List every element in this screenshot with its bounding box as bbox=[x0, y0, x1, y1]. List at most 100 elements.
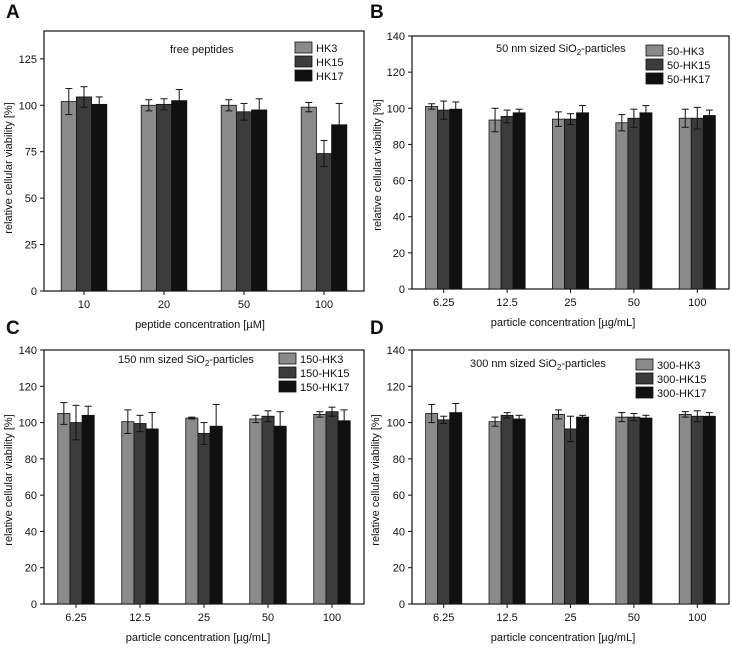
panel-title: 150 nm sized SiO2-particles bbox=[118, 354, 254, 368]
legend-swatch bbox=[294, 41, 313, 54]
panel-a: A free peptides relative cellular viabil… bbox=[3, 2, 365, 331]
x-tick-label: 25 bbox=[564, 297, 576, 309]
bar bbox=[639, 417, 653, 605]
bar bbox=[500, 414, 514, 605]
legend-label: HK15 bbox=[316, 57, 344, 69]
y-tick-label: 0 bbox=[31, 599, 37, 611]
bar bbox=[220, 104, 237, 292]
bar bbox=[552, 414, 565, 605]
y-tick-label: 140 bbox=[19, 345, 37, 357]
y-tick-label: 80 bbox=[25, 454, 37, 466]
x-tick-label: 100 bbox=[323, 612, 341, 624]
panel-letter: C bbox=[6, 318, 20, 339]
bar bbox=[76, 96, 93, 292]
y-tick-label: 100 bbox=[387, 103, 405, 115]
panel-letter: B bbox=[370, 2, 384, 23]
bar bbox=[235, 111, 252, 292]
y-tick-label: 80 bbox=[393, 454, 405, 466]
y-tick-label: 120 bbox=[387, 67, 405, 79]
legend-swatch bbox=[635, 386, 654, 399]
panel-title: 300 nm sized SiO2-particles bbox=[470, 358, 606, 372]
y-tick-label: 0 bbox=[31, 286, 37, 298]
bar bbox=[69, 422, 83, 605]
bar bbox=[133, 423, 147, 605]
y-tick-label: 100 bbox=[19, 100, 37, 112]
legend-label: 150-HK17 bbox=[300, 382, 350, 394]
y-axis-label: relative cellular viability [%] bbox=[3, 414, 15, 545]
legend-swatch bbox=[645, 72, 664, 85]
bar bbox=[197, 433, 211, 605]
y-tick-label: 40 bbox=[25, 526, 37, 538]
y-tick-label: 75 bbox=[25, 147, 37, 159]
x-tick-label: 12.5 bbox=[496, 612, 517, 624]
panel-c: C 150 nm sized SiO2-particles relative c… bbox=[3, 318, 365, 644]
bar bbox=[425, 106, 439, 290]
bar bbox=[627, 416, 641, 605]
bar bbox=[639, 112, 653, 290]
bar bbox=[249, 418, 263, 605]
x-axis-label: peptide concentration [µM] bbox=[135, 319, 265, 331]
y-axis-label: relative cellular viability [%] bbox=[370, 414, 382, 545]
y-tick-label: 0 bbox=[399, 599, 405, 611]
y-axis-label: relative cellular viability [%] bbox=[3, 102, 15, 233]
legend-swatch bbox=[278, 366, 297, 379]
bar bbox=[437, 419, 451, 605]
x-axis-label: particle concentration [µg/mL] bbox=[491, 632, 636, 644]
y-tick-label: 100 bbox=[19, 418, 37, 430]
bar bbox=[488, 421, 502, 605]
bar bbox=[500, 116, 514, 290]
legend-swatch bbox=[635, 372, 654, 385]
y-tick-label: 140 bbox=[387, 345, 405, 357]
bar bbox=[209, 425, 223, 605]
legend-label: 300-HK15 bbox=[657, 374, 707, 386]
x-tick-label: 50 bbox=[628, 612, 640, 624]
bar bbox=[702, 415, 716, 605]
x-tick-label: 100 bbox=[315, 299, 333, 311]
panel-letter: D bbox=[370, 318, 384, 339]
legend-label: HK3 bbox=[316, 43, 337, 55]
legend-label: 50-HK17 bbox=[667, 74, 710, 86]
x-tick-label: 50 bbox=[628, 297, 640, 309]
x-tick-label: 100 bbox=[688, 612, 706, 624]
y-tick-label: 140 bbox=[387, 31, 405, 43]
legend-label: 50-HK3 bbox=[667, 46, 704, 58]
y-tick-label: 125 bbox=[19, 54, 37, 66]
x-axis-label: particle concentration [µg/mL] bbox=[491, 317, 636, 329]
legend-label: HK17 bbox=[316, 71, 344, 83]
bar bbox=[690, 415, 704, 605]
bar bbox=[57, 413, 71, 605]
panel-b: B 50 nm sized SiO2-particles relative ce… bbox=[370, 2, 730, 329]
x-tick-label: 6.25 bbox=[433, 297, 454, 309]
bar bbox=[702, 115, 716, 290]
legend-swatch bbox=[645, 44, 664, 57]
legend-swatch bbox=[294, 69, 313, 82]
y-tick-label: 20 bbox=[393, 563, 405, 575]
y-tick-label: 25 bbox=[25, 240, 37, 252]
legend-swatch bbox=[294, 55, 313, 68]
bar bbox=[627, 117, 641, 290]
bar bbox=[449, 108, 463, 290]
y-tick-label: 60 bbox=[393, 490, 405, 502]
bar bbox=[437, 109, 451, 290]
bar bbox=[155, 103, 172, 292]
bar bbox=[615, 122, 629, 290]
bar bbox=[140, 104, 157, 292]
y-tick-label: 50 bbox=[25, 193, 37, 205]
x-tick-label: 12.5 bbox=[129, 612, 150, 624]
bar bbox=[678, 414, 692, 605]
bar bbox=[690, 117, 704, 290]
legend-label: 300-HK17 bbox=[657, 388, 707, 400]
y-tick-label: 60 bbox=[25, 490, 37, 502]
bar bbox=[185, 417, 199, 605]
x-tick-label: 100 bbox=[688, 297, 706, 309]
y-tick-label: 0 bbox=[399, 284, 405, 296]
y-tick-label: 60 bbox=[393, 176, 405, 188]
bar bbox=[251, 109, 268, 292]
bar bbox=[91, 103, 108, 292]
bar bbox=[315, 153, 332, 292]
y-tick-label: 120 bbox=[19, 381, 37, 393]
bar bbox=[313, 414, 327, 605]
bar bbox=[337, 420, 351, 605]
plot-frame bbox=[43, 30, 365, 292]
bar bbox=[145, 428, 159, 605]
